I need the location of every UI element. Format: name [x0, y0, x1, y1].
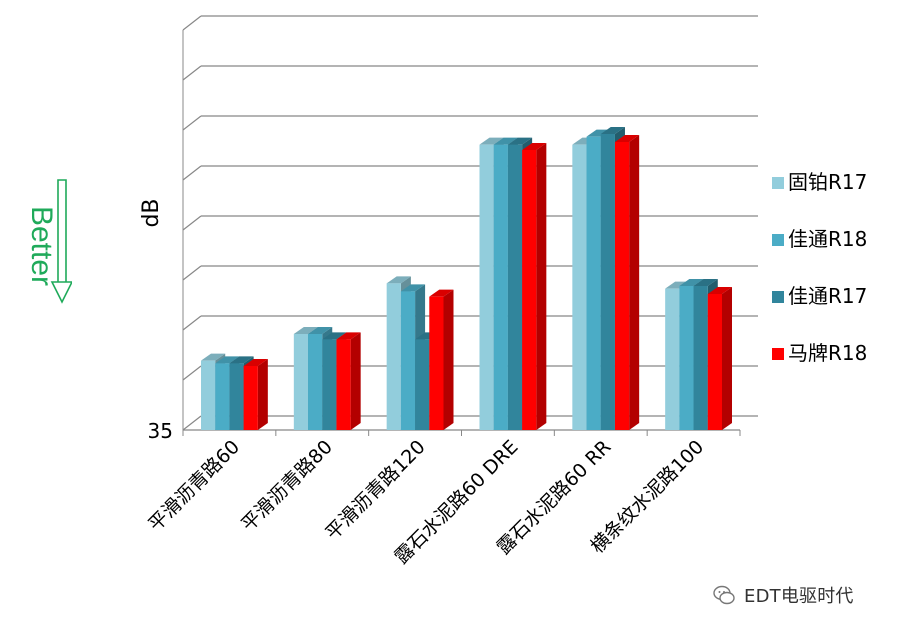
gridline-slant — [182, 165, 202, 181]
bar — [243, 359, 268, 430]
gridline-slant — [182, 115, 202, 131]
legend-label: 马牌R18 — [788, 341, 867, 365]
legend-item: 佳通R17 — [772, 284, 867, 308]
legend-swatch — [772, 348, 784, 360]
bar-front — [693, 286, 708, 430]
bar-top — [386, 276, 411, 284]
bar-front — [415, 339, 430, 430]
bar-front — [400, 291, 416, 430]
x-tick-label: 平滑沥青路80 — [237, 436, 337, 536]
bar-top — [229, 356, 254, 364]
wechat-icon — [713, 585, 735, 605]
bar-front — [322, 339, 337, 430]
bar-front — [507, 144, 523, 430]
legend-item: 固铂R17 — [772, 170, 867, 194]
legend: 固铂R17 佳通R18 佳通R17 马牌R18 — [772, 170, 867, 365]
bar-front — [572, 144, 587, 430]
gridline-slant — [182, 315, 202, 331]
bar-top — [614, 135, 640, 142]
legend-swatch — [772, 177, 784, 189]
bar-side — [629, 135, 640, 430]
bar-top — [336, 332, 361, 340]
bar-series — [201, 127, 732, 430]
bar-front — [336, 339, 351, 430]
bar-top — [308, 327, 333, 334]
bar-top — [507, 137, 533, 145]
legend-swatch — [772, 234, 784, 246]
bar-front — [479, 144, 494, 430]
bar-top — [600, 127, 625, 134]
bar-front — [665, 288, 680, 430]
bar-front — [679, 286, 694, 430]
bar-top — [215, 356, 240, 364]
bar-side — [443, 289, 454, 430]
bar-top — [707, 287, 732, 294]
legend-swatch — [772, 291, 784, 303]
bar-side — [257, 359, 268, 430]
bar-front — [600, 134, 615, 430]
bar-front — [308, 334, 323, 430]
bar-front — [429, 296, 444, 430]
bar-front — [243, 366, 258, 430]
bar-side — [536, 143, 547, 430]
legend-item: 马牌R18 — [772, 341, 867, 365]
y-ticks: 35 — [148, 419, 173, 443]
bar-front — [614, 142, 630, 430]
bar-top — [293, 327, 319, 334]
gridline-slant — [182, 15, 202, 31]
bar-front — [493, 144, 508, 430]
x-tick-label: 平滑沥青路120 — [321, 436, 429, 544]
watermark-text: EDT电驱时代 — [744, 586, 854, 607]
gridline-slant — [182, 65, 202, 81]
bar-front — [229, 363, 244, 430]
better-annotation: Better — [12, 176, 74, 316]
bar-top — [693, 279, 718, 286]
legend-item: 佳通R18 — [772, 227, 867, 251]
bar — [707, 287, 732, 430]
bar-front — [586, 136, 601, 430]
bar-top — [400, 284, 426, 292]
bar — [336, 332, 361, 430]
bar-top — [201, 353, 226, 361]
bar — [522, 143, 547, 430]
legend-label: 固铂R17 — [788, 170, 867, 194]
gridline-slant — [182, 265, 202, 281]
bar-top — [522, 143, 547, 150]
legend-label: 佳通R18 — [788, 227, 867, 251]
gridline-slant — [182, 215, 202, 231]
y-axis-label: dB — [139, 198, 164, 227]
better-text: Better — [25, 206, 58, 286]
chart-floor — [182, 429, 741, 436]
bar-top — [679, 279, 704, 286]
bar — [614, 135, 640, 430]
x-tick-label: 平滑沥青路60 — [144, 436, 244, 536]
gridline-slant — [182, 415, 202, 431]
y-tick-label: 35 — [148, 419, 173, 443]
bar-side — [350, 332, 361, 430]
bar-front — [386, 283, 401, 430]
bar — [429, 289, 454, 430]
bar-front — [522, 150, 537, 430]
watermark: EDT电驱时代 — [712, 580, 854, 610]
bar-top — [429, 289, 454, 297]
bar-front — [293, 334, 309, 430]
legend-label: 佳通R17 — [788, 284, 867, 308]
bar-top — [493, 137, 518, 145]
down-arrow-icon — [50, 179, 74, 304]
bar-top — [322, 332, 347, 340]
bar-top — [479, 137, 504, 145]
bar-side — [722, 287, 732, 430]
bar-front — [215, 363, 230, 430]
gridline-slant — [182, 365, 202, 381]
bar-front — [707, 294, 722, 430]
bar-front — [201, 360, 216, 430]
bar-top — [243, 359, 268, 366]
